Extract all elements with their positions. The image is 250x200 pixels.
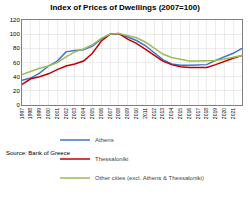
- svg-text:2003: 2003: [71, 108, 77, 119]
- svg-text:80: 80: [13, 45, 20, 51]
- svg-text:120: 120: [10, 17, 21, 23]
- svg-text:2020: 2020: [221, 108, 227, 119]
- svg-text:Thessaloniki: Thessaloniki: [95, 156, 128, 162]
- svg-text:Athens: Athens: [95, 137, 114, 143]
- svg-text:Other cities (excl. Athens & T: Other cities (excl. Athens & Thessalonik…: [95, 175, 204, 181]
- svg-text:2010: 2010: [133, 108, 139, 119]
- svg-text:40: 40: [13, 74, 20, 80]
- svg-text:2019: 2019: [212, 108, 218, 119]
- svg-text:1999: 1999: [36, 108, 42, 119]
- svg-text:2017: 2017: [195, 108, 201, 119]
- svg-text:0: 0: [16, 102, 20, 108]
- svg-text:1998: 1998: [27, 108, 33, 119]
- svg-text:2005: 2005: [89, 108, 95, 119]
- svg-text:2007: 2007: [107, 108, 113, 119]
- svg-text:2013: 2013: [159, 108, 165, 119]
- svg-text:2015: 2015: [177, 108, 183, 119]
- svg-text:2011: 2011: [142, 108, 148, 119]
- svg-text:100: 100: [10, 31, 21, 37]
- svg-text:2021: 2021: [230, 108, 236, 119]
- svg-text:2000: 2000: [45, 108, 51, 119]
- svg-text:2014: 2014: [168, 108, 174, 119]
- svg-text:2004: 2004: [80, 108, 86, 119]
- svg-text:2018: 2018: [203, 108, 209, 119]
- svg-text:2008: 2008: [115, 108, 121, 119]
- svg-text:20: 20: [13, 88, 20, 94]
- svg-text:2001: 2001: [54, 108, 60, 119]
- svg-text:2016: 2016: [186, 108, 192, 119]
- svg-text:2009: 2009: [124, 108, 130, 119]
- svg-text:1997: 1997: [19, 108, 25, 119]
- svg-text:60: 60: [13, 60, 20, 66]
- svg-text:2006: 2006: [98, 108, 104, 119]
- svg-text:2002: 2002: [63, 108, 69, 119]
- svg-text:Index of Prices of Dwellings (: Index of Prices of Dwellings (2007=100): [50, 3, 200, 12]
- svg-text:Source: Bank of Greece: Source: Bank of Greece: [6, 150, 71, 156]
- svg-text:2012: 2012: [151, 108, 157, 119]
